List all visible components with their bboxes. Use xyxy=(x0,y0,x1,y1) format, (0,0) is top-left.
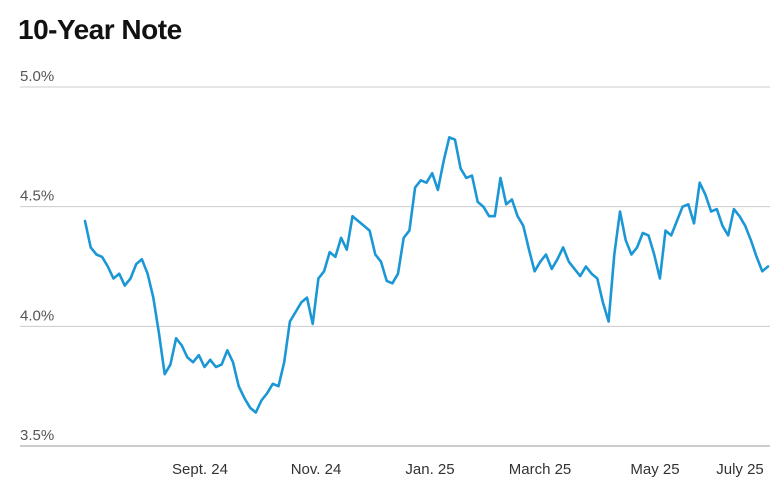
x-tick-label: Sept. 24 xyxy=(172,461,228,478)
x-axis-ticks: Sept. 24 Nov. 24 Jan. 25 March 25 May 25 July… xyxy=(172,461,764,478)
series-group xyxy=(83,136,770,414)
x-tick-label: July 25 xyxy=(716,461,764,478)
x-tick-label: Nov. 24 xyxy=(291,461,342,478)
y-tick-label: 4.0% xyxy=(20,307,54,324)
chart-title: 10-Year Note xyxy=(18,14,182,45)
series-line xyxy=(83,136,770,414)
x-tick-label: Jan. 25 xyxy=(405,461,454,478)
x-tick-label: May 25 xyxy=(630,461,679,478)
gridlines xyxy=(20,86,770,447)
y-tick-label: 3.5% xyxy=(20,427,54,444)
y-axis-ticks: 5.0% 4.5% 4.0% 3.5% xyxy=(20,68,54,444)
y-tick-label: 4.5% xyxy=(20,188,54,205)
x-tick-label: March 25 xyxy=(509,461,572,478)
y-tick-label: 5.0% xyxy=(20,68,54,85)
